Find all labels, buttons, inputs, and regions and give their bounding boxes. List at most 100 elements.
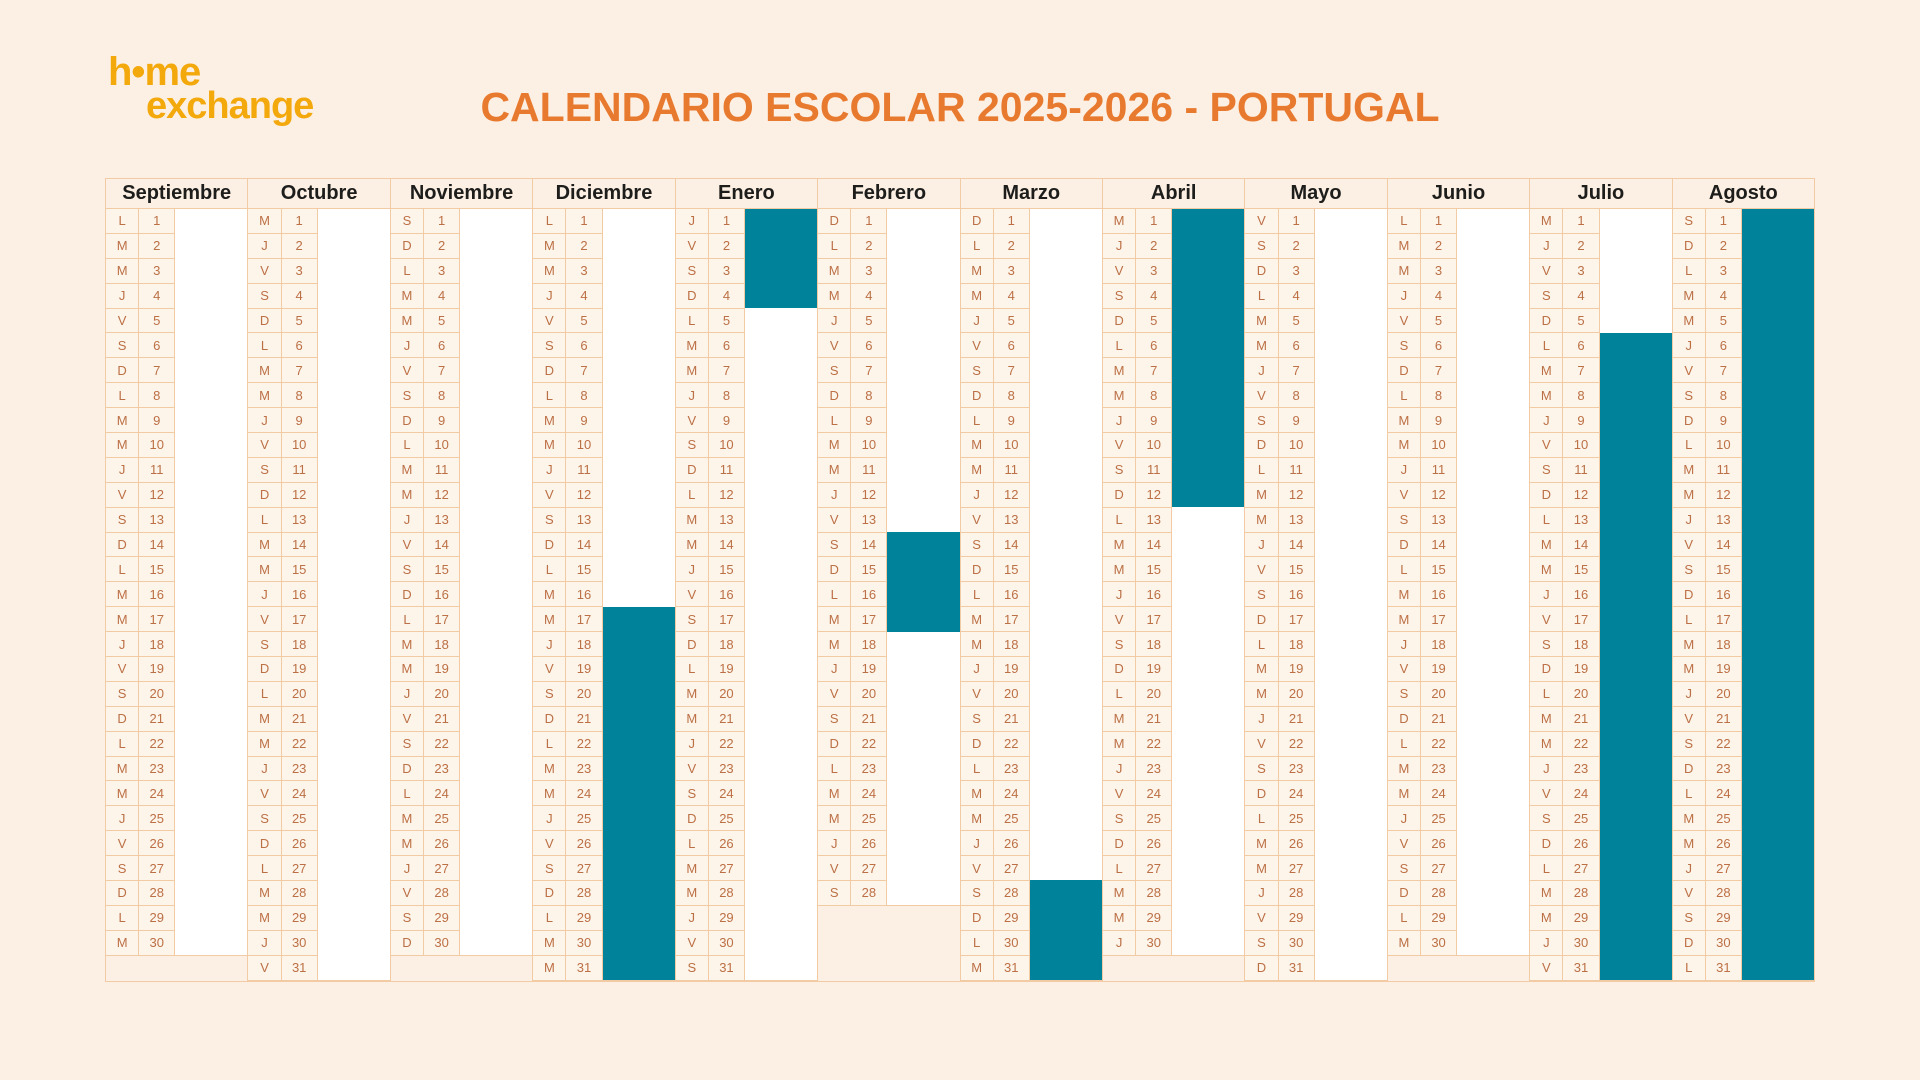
day-number-cell: 2	[424, 233, 461, 259]
day-number-cell: 25	[1136, 806, 1173, 832]
weekday-letter-cell: D	[1387, 881, 1422, 906]
weekday-letter-cell: L	[1245, 283, 1279, 309]
day-number-cell: 8	[424, 383, 461, 409]
weekday-letter-cell: V	[1672, 358, 1706, 384]
holiday-block	[744, 209, 818, 309]
day-number-cell: 21	[993, 706, 1030, 732]
day-number-cell: 9	[1563, 408, 1600, 434]
weekday-letter-cell: S	[1245, 756, 1279, 782]
day-number-cell: 22	[424, 731, 461, 757]
weekday-letter-cell: L	[1530, 681, 1564, 707]
weekday-letter-cell: V	[1672, 881, 1706, 906]
weekday-letter-cell: M	[533, 930, 567, 956]
weekday-letter-cell: M	[818, 433, 852, 458]
day-number-cell: 23	[1136, 756, 1173, 782]
weekday-letter-cell: M	[960, 607, 994, 633]
day-number-cell: 29	[424, 905, 461, 931]
weekday-letter-cell: L	[1387, 557, 1422, 583]
day-number-cell: 11	[993, 457, 1030, 483]
day-number-cell: 26	[1705, 831, 1742, 857]
day-number-cell: 3	[424, 258, 461, 284]
day-number-cell: 15	[1136, 557, 1173, 583]
weekday-letter-cell: L	[1102, 681, 1137, 707]
day-number-cell: 4	[566, 283, 603, 309]
weekday-letter-cell: V	[390, 532, 425, 558]
weekday-letter-cell: D	[533, 358, 567, 384]
weekday-letter-cell: M	[533, 781, 567, 807]
weekday-letter-cell: V	[248, 781, 282, 807]
day-number-cell: 10	[1278, 433, 1315, 458]
day-number-cell: 22	[281, 731, 318, 757]
weekday-letter-cell: J	[818, 831, 852, 857]
weekday-letter-cell: M	[1387, 433, 1422, 458]
day-number-cell: 28	[1136, 881, 1173, 906]
day-number-cell: 17	[708, 607, 745, 633]
weekday-letter-cell: M	[533, 408, 567, 434]
day-number-cell: 13	[281, 507, 318, 533]
day-number-cell: 26	[851, 831, 888, 857]
weekday-letter-cell: S	[1672, 209, 1706, 234]
weekday-letter-cell: J	[1530, 233, 1564, 259]
day-number-cell: 16	[851, 582, 888, 608]
day-number-cell: 26	[281, 831, 318, 857]
month-column-abril: Abril M 1 J 2 V 3 S 4 D 5 L 6 M 7 M 8 J 9 V 10 S 11 D 12 L 13 M 14 M 1…	[1101, 179, 1245, 981]
weekday-letter-cell: M	[106, 233, 140, 259]
weekday-letter-cell: D	[106, 532, 140, 558]
day-number-cell: 17	[993, 607, 1030, 633]
day-number-cell: 29	[139, 905, 176, 931]
day-number-cell: 16	[1563, 582, 1600, 608]
weekday-letter-cell: M	[675, 856, 709, 882]
day-number-cell: 19	[566, 657, 603, 682]
day-number-cell: 19	[424, 657, 461, 682]
day-number-cell: 28	[1563, 881, 1600, 906]
holiday-block	[1741, 209, 1815, 980]
day-number-cell: 1	[1278, 209, 1315, 234]
weekday-letter-cell: D	[1672, 930, 1706, 956]
weekday-letter-cell: D	[106, 358, 140, 384]
day-number-cell: 11	[708, 457, 745, 483]
weekday-letter-cell: V	[390, 358, 425, 384]
day-number-cell: 27	[424, 856, 461, 882]
weekday-letter-cell: L	[390, 433, 425, 458]
day-number-cell: 11	[1278, 457, 1315, 483]
weekday-letter-cell: M	[248, 905, 282, 931]
notes-area	[460, 209, 533, 956]
weekday-letter-cell: S	[248, 457, 282, 483]
day-number-cell: 30	[566, 930, 603, 956]
weekday-letter-cell: J	[248, 756, 282, 782]
weekday-letter-cell: V	[248, 607, 282, 633]
day-number-cell: 28	[566, 881, 603, 906]
weekday-letter-cell: V	[1245, 209, 1279, 234]
weekday-letter-cell: J	[1245, 358, 1279, 384]
weekday-letter-cell: J	[1530, 408, 1564, 434]
day-number-cell: 3	[1705, 258, 1742, 284]
day-number-cell: 20	[566, 681, 603, 707]
notes-area	[1457, 209, 1530, 956]
weekday-letter-cell: M	[675, 358, 709, 384]
weekday-letter-cell: S	[675, 258, 709, 284]
day-number-cell: 20	[1136, 681, 1173, 707]
day-number-cell: 14	[1278, 532, 1315, 558]
weekday-letter-cell: D	[818, 557, 852, 583]
day-number-cell: 23	[566, 756, 603, 782]
weekday-letter-cell: M	[106, 582, 140, 608]
day-number-cell: 12	[1278, 482, 1315, 508]
month-header: Noviembre	[390, 179, 533, 209]
day-number-cell: 13	[566, 507, 603, 533]
weekday-letter-cell: S	[675, 607, 709, 633]
day-number-cell: 9	[851, 408, 888, 434]
day-number-cell: 28	[708, 881, 745, 906]
day-number-cell: 9	[424, 408, 461, 434]
weekday-letter-cell: D	[1387, 358, 1422, 384]
weekday-letter-cell: J	[960, 482, 994, 508]
weekday-letter-cell: L	[533, 905, 567, 931]
weekday-letter-cell: V	[1102, 433, 1137, 458]
day-number-cell: 29	[708, 905, 745, 931]
day-number-cell: 29	[1563, 905, 1600, 931]
weekday-letter-cell: D	[1245, 955, 1279, 981]
day-number-cell: 25	[139, 806, 176, 832]
day-number-cell: 4	[708, 283, 745, 309]
weekday-letter-cell: V	[106, 308, 140, 334]
weekday-letter-cell: M	[1102, 209, 1137, 234]
day-number-cell: 18	[281, 632, 318, 658]
